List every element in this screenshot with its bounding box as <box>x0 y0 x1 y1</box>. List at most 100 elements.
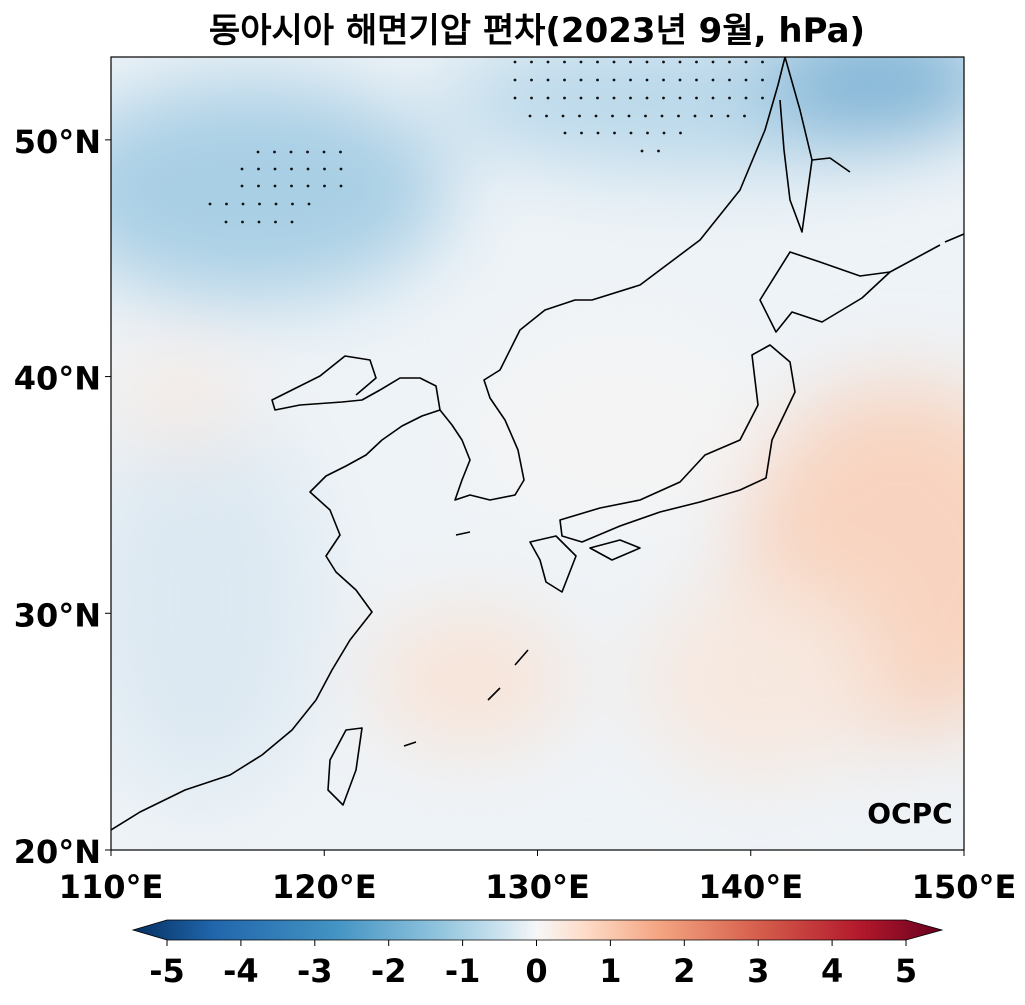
stipple-dot <box>274 202 278 206</box>
stipple-dot <box>596 60 599 64</box>
stipple-dot <box>678 96 682 100</box>
stipple-dot <box>646 131 649 135</box>
stipple-dot <box>307 202 311 206</box>
stipple-dot <box>678 78 682 82</box>
x-tick-label: 140°E <box>698 868 803 906</box>
stipple-dot <box>528 114 532 118</box>
stipple-dot <box>662 60 665 64</box>
stipple-dot <box>612 60 616 64</box>
x-tick-label: 130°E <box>485 868 590 906</box>
colorbar <box>131 919 944 941</box>
stipple-dot <box>580 131 583 135</box>
stipple-dot <box>546 96 550 100</box>
stipple-dot <box>629 60 632 64</box>
colorbar-tick-label: -2 <box>371 952 407 990</box>
colorbar-tick-label: 0 <box>525 952 547 990</box>
stipple-dot <box>645 78 649 82</box>
stipple-dot <box>563 78 566 82</box>
stipple-dot <box>339 184 343 188</box>
stipple-dot <box>291 202 294 206</box>
stipple-dot <box>339 150 342 154</box>
stipple-dot <box>744 60 748 64</box>
stipple-dot <box>596 78 599 82</box>
colorbar-tick-label: 5 <box>895 952 917 990</box>
stipple-dot <box>695 78 698 82</box>
stipple-dot <box>693 114 697 118</box>
colorbar-tick-label: 3 <box>747 952 769 990</box>
stipple-dot <box>627 114 631 118</box>
stipple-dot <box>579 96 583 100</box>
stipple-dot <box>225 202 228 206</box>
colorbar-tick-label: -3 <box>297 952 333 990</box>
stipple-dot <box>657 149 660 153</box>
stipple-dot <box>640 149 644 153</box>
stipple-dot <box>513 78 517 82</box>
stipple-dot <box>695 60 698 64</box>
stipple-dot <box>323 184 326 188</box>
coastlines <box>111 57 964 831</box>
colorbar-tick-label: -5 <box>149 952 185 990</box>
x-tick-label: 110°E <box>59 868 164 906</box>
stipple-dot <box>579 60 583 64</box>
stipple-dot <box>596 131 600 135</box>
stipple-dot <box>662 131 666 135</box>
stipple-dot <box>613 131 616 135</box>
y-tick-label: 40°N <box>14 360 101 398</box>
stipple-dot <box>695 96 698 100</box>
colorbar-tick-label: -1 <box>445 952 481 990</box>
stipple-dot <box>256 150 260 154</box>
stipple-dot <box>322 150 326 154</box>
logo: OCPC <box>867 797 952 830</box>
stipple-dot <box>728 60 731 64</box>
stipple-dot <box>546 60 550 64</box>
stipple-dot <box>662 78 665 82</box>
stipple-dot <box>273 184 277 188</box>
stipple-dot <box>273 167 277 171</box>
colorbar-tick-label: 4 <box>821 952 843 990</box>
stipple-dot <box>273 150 276 154</box>
colorbar-tick-label: -4 <box>223 952 259 990</box>
stipple-dot <box>241 220 244 224</box>
stipple-dot <box>678 60 682 64</box>
stipple-dot <box>579 78 583 82</box>
stipple-dot <box>728 96 731 100</box>
colorbar-tick-label: 2 <box>673 952 695 990</box>
anomaly-field: OCPC <box>111 57 964 850</box>
stipple-dot <box>563 96 566 100</box>
stipple-dot <box>645 96 649 100</box>
stipple-dot <box>660 114 664 118</box>
stipple-dot <box>546 78 550 82</box>
stipple-dot <box>711 60 715 64</box>
stipple-dot <box>241 202 245 206</box>
stipple-dot <box>339 167 343 171</box>
stipple-dot <box>743 114 746 118</box>
stipple-dot <box>240 167 244 171</box>
stipple-dot <box>761 96 764 100</box>
x-tick-label: 150°E <box>912 868 1017 906</box>
stipple-dot <box>563 131 567 135</box>
stipple-dot <box>257 184 260 188</box>
x-tick-label: 120°E <box>272 868 377 906</box>
stipple-dot <box>728 78 731 82</box>
stipple-dot <box>594 114 598 118</box>
stipple-dot <box>611 114 614 118</box>
stipple-dot <box>612 96 616 100</box>
stipple-dot <box>726 114 730 118</box>
stipple-dot <box>257 220 261 224</box>
colorbar-tick-label: 1 <box>599 952 621 990</box>
stipple-dot <box>710 114 713 118</box>
map-title: 동아시아 해면기압 편차(2023년 9월, hPa) <box>209 11 865 51</box>
significance-dots <box>208 60 764 224</box>
stipple-dot <box>289 150 293 154</box>
stipple-dot <box>545 114 548 118</box>
stipple-dot <box>530 60 533 64</box>
stipple-dot <box>629 96 632 100</box>
stipple-dot <box>306 184 310 188</box>
stipple-dot <box>629 131 633 135</box>
stipple-dot <box>744 78 748 82</box>
stipple-dot <box>645 60 649 64</box>
stipple-dot <box>596 96 599 100</box>
stipple-dot <box>208 202 212 206</box>
stipple-dot <box>644 114 647 118</box>
